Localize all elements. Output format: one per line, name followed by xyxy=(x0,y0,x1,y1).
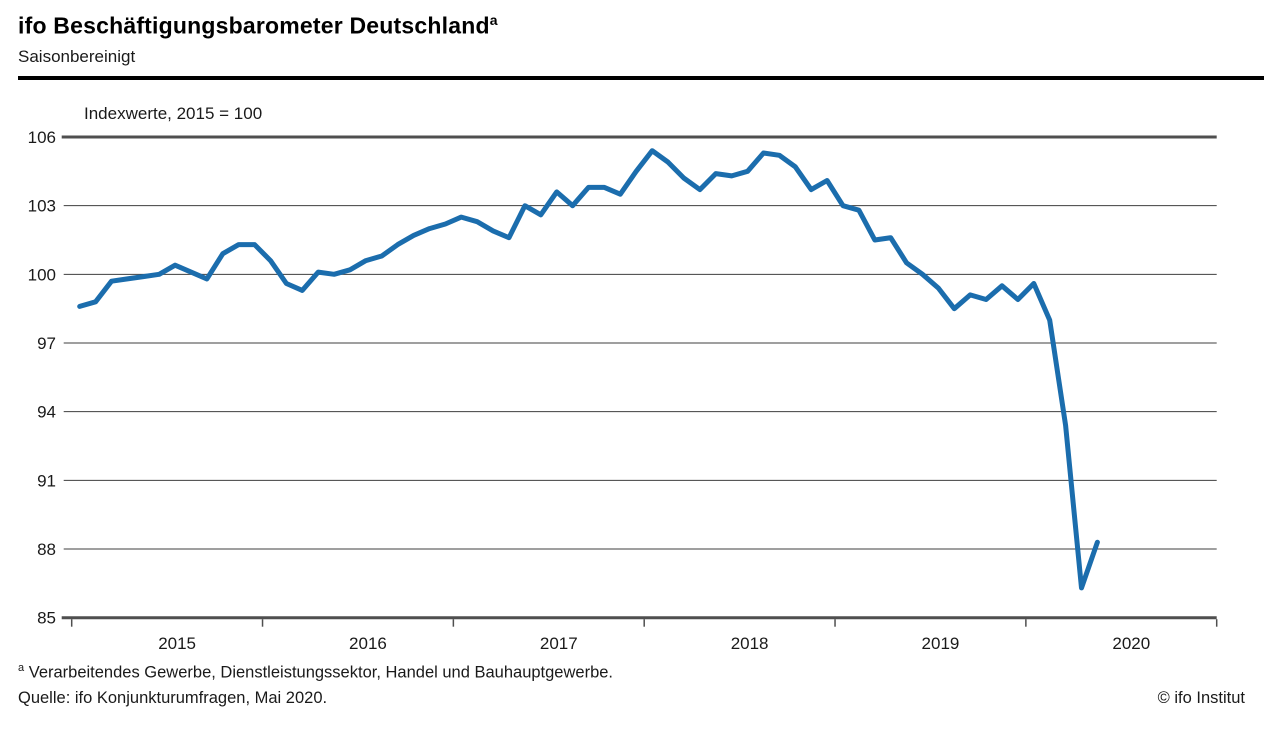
y-axis-labels: 85 88 91 94 97 100 103 106 xyxy=(28,128,56,628)
chart-unit-label: Indexwerte, 2015 = 100 xyxy=(84,104,262,123)
y-tick-label-88: 88 xyxy=(37,540,56,559)
x-axis-ticks xyxy=(70,619,1218,627)
x-year-label-2016: 2016 xyxy=(349,634,387,653)
chart-footnote: a Verarbeitendes Gewerbe, Dienstleistung… xyxy=(18,662,613,683)
y-tick-label-94: 94 xyxy=(37,403,56,422)
page-title: ifo Beschäftigungsbarometer Deutschlanda xyxy=(18,12,498,40)
chart-area: Indexwerte, 2015 = 100 85 88 91 94 97 100 103 1… xyxy=(0,84,1280,660)
x-axis-year-labels: 2015 2016 2017 2018 2019 2020 xyxy=(158,634,1150,653)
y-tick-label-100: 100 xyxy=(28,265,56,284)
employment-barometer-line-chart: Indexwerte, 2015 = 100 85 88 91 94 97 100 103 1… xyxy=(28,104,1218,653)
data-series-line xyxy=(77,148,1100,591)
y-tick-label-85: 85 xyxy=(37,609,56,628)
footnote-marker: a xyxy=(18,662,25,674)
page-subtitle: Saisonbereinigt xyxy=(18,47,136,66)
page-title-text: ifo Beschäftigungsbarometer Deutschland xyxy=(18,12,490,39)
title-footnote-marker: a xyxy=(489,12,498,28)
x-year-label-2018: 2018 xyxy=(731,634,769,653)
x-year-label-2017: 2017 xyxy=(540,634,578,653)
x-year-label-2020: 2020 xyxy=(1112,634,1150,653)
y-tick-label-97: 97 xyxy=(37,334,56,353)
y-tick-label-106: 106 xyxy=(28,128,56,147)
x-year-label-2019: 2019 xyxy=(922,634,960,653)
plot-borders xyxy=(61,135,1217,620)
footnote-text: Verarbeitendes Gewerbe, Dienstleistungss… xyxy=(28,663,614,682)
y-tick-label-103: 103 xyxy=(28,197,56,216)
series-ifo-besch-ftigungsbarometer xyxy=(77,148,1100,591)
x-year-label-2015: 2015 xyxy=(158,634,196,653)
header-divider xyxy=(18,76,1264,80)
y-gridlines xyxy=(63,205,1217,550)
source-note: Quelle: ifo Konjunkturumfragen, Mai 2020… xyxy=(18,689,328,707)
y-tick-label-91: 91 xyxy=(37,471,56,490)
copyright-note: © ifo Institut xyxy=(1157,689,1245,707)
